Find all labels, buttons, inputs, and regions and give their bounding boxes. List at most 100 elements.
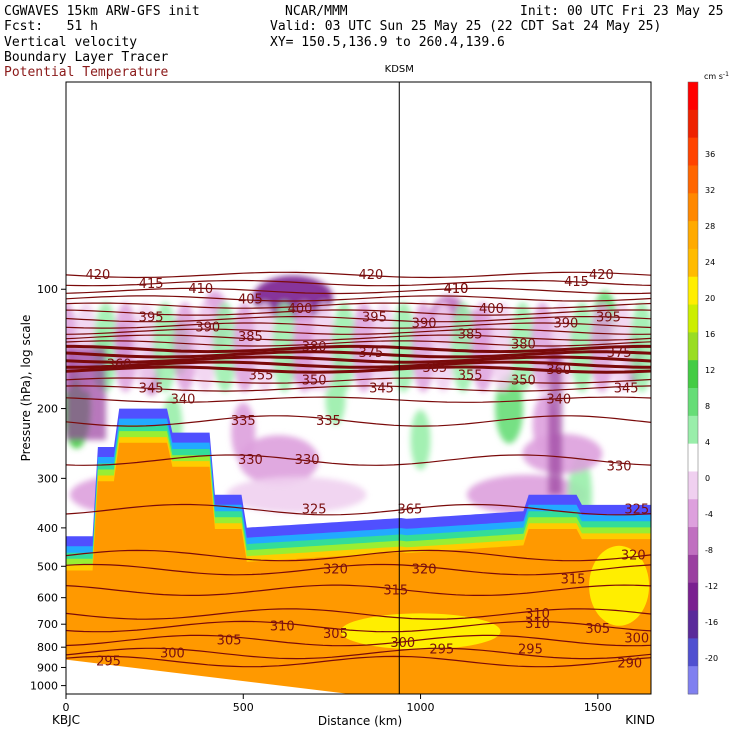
x-tick-label: 0 [63, 701, 70, 714]
isentrope-label: 305 [217, 634, 242, 649]
isentrope-label: 345 [369, 382, 394, 397]
isentrope-line [66, 647, 651, 660]
colorbar-label: -8 [705, 546, 713, 555]
isentrope-label: 295 [429, 642, 454, 657]
isentrope-line [66, 322, 651, 329]
velocity-cell [451, 302, 476, 393]
isentrope-label: 395 [139, 311, 164, 326]
isentrope-line [66, 503, 651, 516]
isentrope-label: 420 [589, 268, 614, 283]
colorbar-label: 32 [705, 186, 715, 195]
isentrope-label: 295 [96, 655, 121, 670]
isentrope-line [66, 360, 651, 369]
isentrope-line [66, 334, 651, 341]
field-boundary-layer-tracer: Boundary Layer Tracer [4, 50, 169, 65]
colorbar-swatch [688, 221, 698, 250]
colorbar-frame [687, 81, 699, 695]
end-station-label: KIND [625, 713, 655, 727]
isentrope-label: 395 [596, 311, 621, 326]
isentrope-label: 345 [139, 382, 164, 397]
start-station-label: KBJC [52, 713, 80, 727]
isentrope-label: 305 [323, 627, 348, 642]
isentrope-line [66, 385, 651, 392]
isentrope-label: 320 [621, 549, 646, 564]
isentrope-label: 360 [107, 358, 132, 373]
isentrope-line [66, 344, 651, 354]
x-tick-label: 500 [233, 701, 254, 714]
colorbar-label: 20 [705, 294, 715, 303]
isentrope-label: 395 [362, 311, 387, 326]
valid-time: Valid: 03 UTC Sun 25 May 25 (22 CDT Sat … [270, 19, 662, 34]
y-tick-label: 800 [37, 641, 58, 654]
colorbar-label: 28 [705, 222, 715, 231]
isentrope-label: 400 [479, 302, 504, 317]
velocity-cell [411, 302, 436, 393]
isentrope-label: 415 [564, 275, 589, 290]
isentrope-label: 305 [585, 622, 610, 637]
colorbar-swatch [688, 666, 698, 695]
isentrope-line [66, 620, 651, 633]
isentrope-label: 310 [270, 620, 295, 635]
isentrope-label: 310 [525, 617, 550, 632]
colorbar-swatch [688, 304, 698, 333]
colorbar-label: 4 [705, 438, 710, 447]
terrain [66, 659, 350, 694]
isentrope-line [66, 454, 651, 466]
isentrope-label: 350 [302, 374, 327, 389]
isentrope-label: 330 [607, 459, 632, 474]
isentrope-label: 325 [624, 503, 649, 518]
isentrope-line [66, 584, 651, 596]
colorbar-swatch [688, 109, 698, 139]
model-title: CGWAVES 15km ARW-GFS init [4, 4, 200, 19]
y-tick-label: 700 [37, 618, 58, 631]
isentrope-label: 340 [546, 393, 571, 408]
isentrope-line [66, 634, 651, 647]
isentrope-label: 335 [316, 414, 341, 429]
boundary-layer-band [340, 613, 501, 650]
colorbar-swatch [688, 471, 698, 500]
colorbar-label: -16 [705, 618, 718, 627]
isentrope-label: 390 [195, 321, 220, 336]
colorbar-swatch [688, 554, 698, 584]
isentrope-label: 385 [238, 330, 263, 345]
isentrope-label: 315 [383, 583, 408, 598]
isentrope-label: 410 [444, 282, 469, 297]
plot-frame [65, 81, 652, 695]
velocity-cell [522, 433, 603, 474]
isentrope-label: 375 [358, 346, 383, 361]
x-tick-label: 1500 [584, 701, 612, 714]
colorbar-swatch [688, 610, 698, 639]
init-time: Init: 00 UTC Fri 23 May 25 [520, 4, 724, 19]
colorbar-label: 16 [705, 330, 715, 339]
velocity-cell [153, 302, 178, 393]
y-tick-label: 100 [37, 283, 58, 296]
colorbar-swatch [688, 82, 698, 111]
isentrope-line [66, 316, 651, 323]
isentrope-label: 350 [511, 374, 536, 389]
org-label: NCAR/MMM [285, 4, 348, 19]
y-tick-label: 400 [37, 522, 58, 535]
isentrope-line [66, 655, 651, 668]
y-tick-label: 900 [37, 661, 58, 674]
colorbar-label: -12 [705, 582, 718, 591]
colorbar-swatch [688, 360, 698, 389]
colorbar-unit: cm s-1 [704, 71, 729, 81]
isentrope-line [66, 295, 651, 302]
velocity-cell [226, 476, 367, 513]
isentrope-label: 365 [422, 361, 447, 376]
isentrope-line [66, 377, 651, 384]
isentrope-label: 295 [518, 642, 543, 657]
colorbar-swatch [688, 499, 698, 528]
isentrope-line [66, 563, 651, 576]
isentrope-line [66, 328, 651, 335]
isentrope-line [66, 608, 651, 620]
isentrope-label: 360 [546, 363, 571, 378]
isentrope-label: 330 [295, 453, 320, 468]
isentrope-label: 365 [397, 503, 422, 518]
isentrope-label: 385 [458, 327, 483, 342]
colorbar-swatch [688, 638, 698, 667]
field-vertical-velocity: Vertical velocity [4, 35, 138, 50]
isentrope-label: 340 [171, 393, 196, 408]
isentrope-line [66, 271, 651, 279]
